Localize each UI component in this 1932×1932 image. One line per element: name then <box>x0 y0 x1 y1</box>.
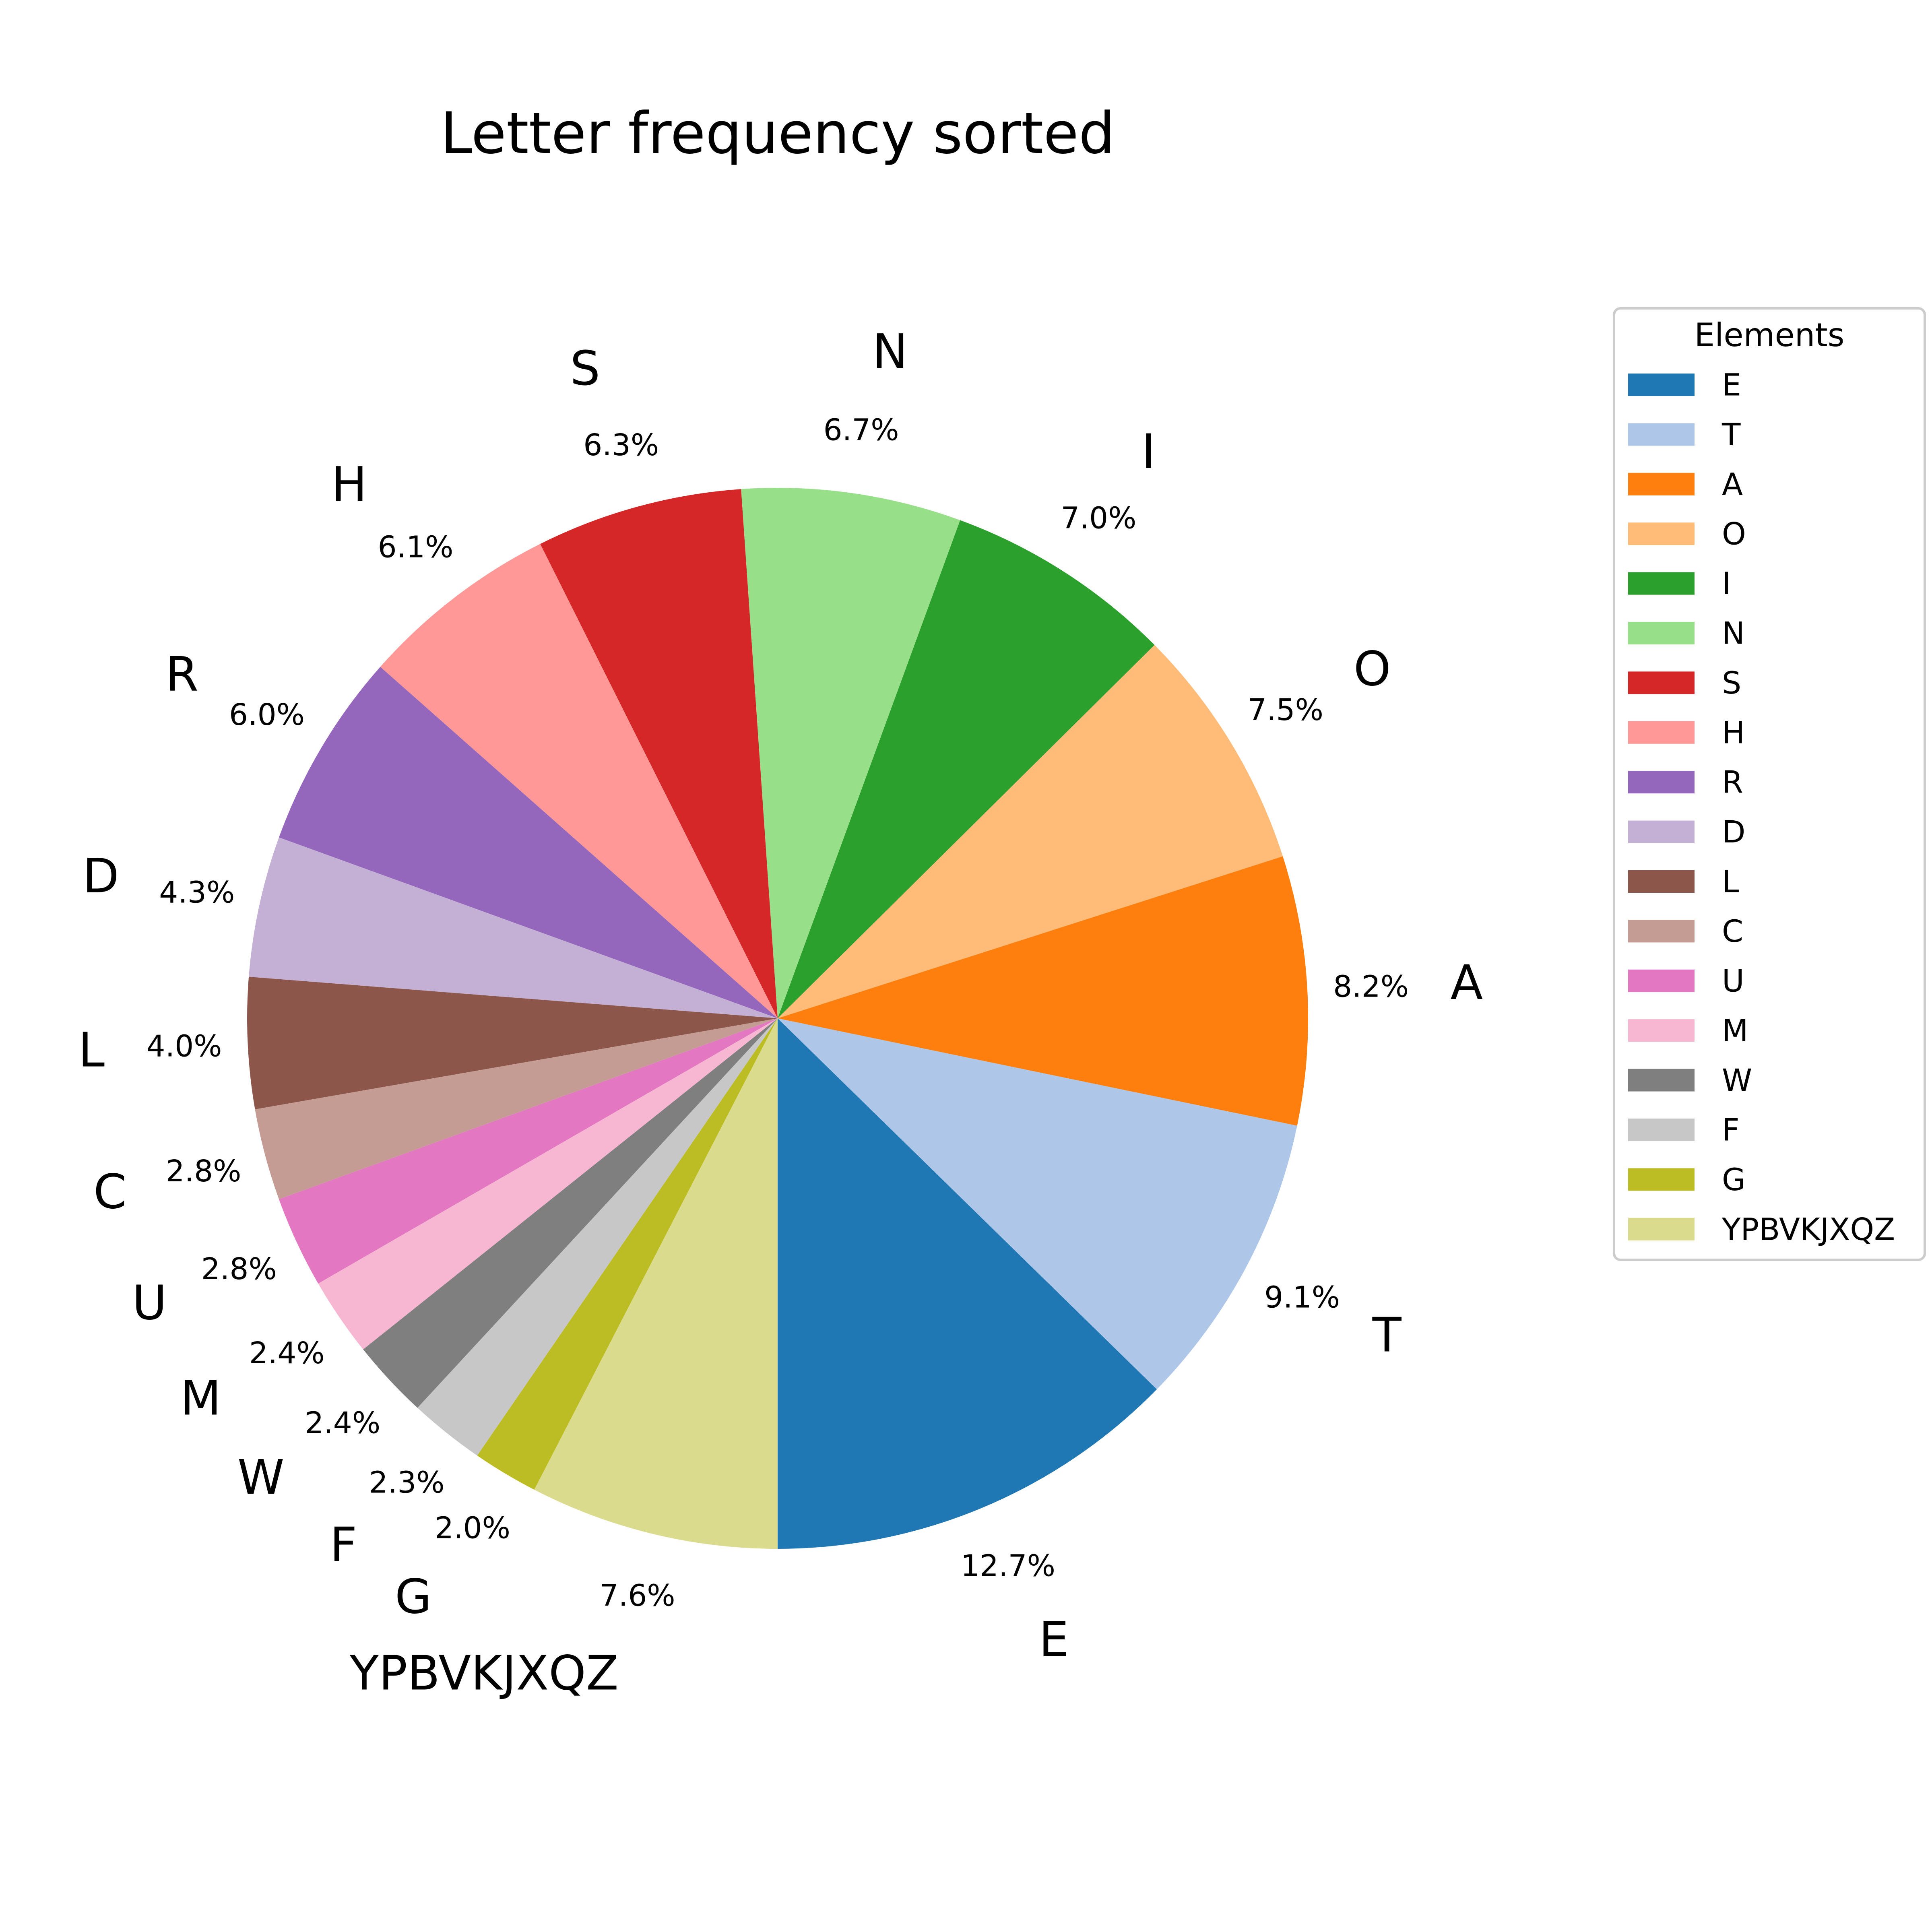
category-label-h: H <box>331 456 367 512</box>
category-label-ypbvkjxqz: YPBVKJXQZ <box>349 1645 619 1701</box>
category-label-w: W <box>237 1449 285 1505</box>
legend-label-e: E <box>1722 367 1741 403</box>
legend-swatch-d <box>1628 820 1695 843</box>
legend-swatch-m <box>1628 1019 1695 1042</box>
legend-swatch-l <box>1628 870 1695 893</box>
legend-label-i: I <box>1722 566 1731 601</box>
chart-title: Letter frequency sorted <box>440 100 1115 167</box>
legend-label-d: D <box>1722 814 1746 850</box>
pct-label-e: 12.7% <box>961 1549 1055 1583</box>
pie-slice-e <box>778 1018 1157 1549</box>
pie-slice-t <box>778 1018 1297 1389</box>
legend-swatch-g <box>1628 1168 1695 1191</box>
category-label-m: M <box>180 1371 221 1426</box>
legend-label-f: F <box>1722 1112 1740 1148</box>
legend-label-t: T <box>1721 417 1741 452</box>
pct-label-a: 8.2% <box>1333 969 1409 1004</box>
pie-slice-l <box>247 976 778 1110</box>
pct-label-f: 2.3% <box>369 1465 445 1500</box>
category-label-r: R <box>165 646 198 702</box>
legend-swatch-e <box>1628 374 1695 396</box>
category-label-e: E <box>1039 1612 1069 1667</box>
legend-swatch-ypbvkjxqz <box>1628 1218 1695 1241</box>
pie-slice-ypbvkjxqz <box>534 1018 778 1549</box>
legend-label-ypbvkjxqz: YPBVKJXQZ <box>1721 1211 1895 1247</box>
pct-label-c: 2.8% <box>166 1154 242 1189</box>
pie-slice-g <box>477 1018 778 1490</box>
legend-label-n: N <box>1722 615 1745 651</box>
pct-label-u: 2.8% <box>201 1252 277 1286</box>
pct-label-i: 7.0% <box>1061 501 1136 536</box>
legend-swatch-f <box>1628 1119 1695 1141</box>
category-label-t: T <box>1372 1307 1402 1362</box>
pie-slices <box>247 487 1308 1549</box>
legend-swatch-h <box>1628 721 1695 744</box>
legend-swatch-s <box>1628 671 1695 694</box>
legend-swatch-o <box>1628 522 1695 545</box>
category-label-s: S <box>570 341 600 396</box>
pie-slice-m <box>318 1018 778 1350</box>
category-label-l: L <box>78 1022 105 1078</box>
legend-swatch-n <box>1628 622 1695 644</box>
legend-swatch-c <box>1628 920 1695 943</box>
pct-label-h: 6.1% <box>378 530 454 565</box>
category-label-f: F <box>330 1517 357 1573</box>
pie-slice-c <box>255 1018 778 1199</box>
legend-swatch-u <box>1628 969 1695 992</box>
pie-slice-d <box>249 837 778 1018</box>
pct-label-ypbvkjxqz: 7.6% <box>600 1579 675 1613</box>
pct-label-g: 2.0% <box>435 1511 510 1546</box>
category-label-o: O <box>1354 641 1391 697</box>
pie-slice-h <box>380 544 778 1018</box>
legend-swatch-t <box>1628 423 1695 446</box>
pct-label-d: 4.3% <box>159 875 235 910</box>
legend-label-h: H <box>1722 714 1745 750</box>
pie-slice-a <box>778 856 1308 1126</box>
legend-swatch-a <box>1628 473 1695 495</box>
category-label-a: A <box>1451 955 1483 1010</box>
legend-label-w: W <box>1722 1062 1752 1098</box>
legend-label-c: C <box>1722 913 1743 949</box>
legend-label-s: S <box>1722 665 1741 701</box>
pie-slice-n <box>741 487 960 1018</box>
legend-label-u: U <box>1722 963 1744 999</box>
pct-label-s: 6.3% <box>583 428 659 462</box>
pie-slice-i <box>778 520 1155 1018</box>
pie-slice-o <box>778 645 1283 1018</box>
category-label-c: C <box>93 1164 126 1220</box>
pct-label-t: 9.1% <box>1264 1280 1340 1315</box>
percentage-labels: 12.7% 9.1% 8.2% 7.5% 7.0% 6.7% 6.3% 6.1% 6.0% 4.3… <box>147 413 1409 1613</box>
legend-title: Elements <box>1695 316 1845 354</box>
category-label-i: I <box>1141 423 1156 479</box>
pct-label-l: 4.0% <box>147 1029 222 1063</box>
legend-label-g: G <box>1722 1162 1746 1197</box>
category-label-n: N <box>872 324 908 379</box>
category-label-g: G <box>395 1569 431 1624</box>
legend-swatch-w <box>1628 1069 1695 1092</box>
pct-label-w: 2.4% <box>305 1406 380 1441</box>
category-label-d: D <box>83 848 119 904</box>
pct-label-o: 7.5% <box>1248 693 1323 727</box>
pie-slice-r <box>279 667 778 1018</box>
pct-label-r: 6.0% <box>229 698 305 732</box>
legend-label-o: O <box>1722 516 1746 552</box>
pie-slice-u <box>279 1018 778 1284</box>
pie-slice-w <box>363 1018 778 1408</box>
legend-swatch-i <box>1628 572 1695 595</box>
pct-label-n: 6.7% <box>824 413 899 448</box>
legend-label-r: R <box>1722 764 1743 800</box>
pie-slice-s <box>540 489 778 1018</box>
legend-swatch-r <box>1628 771 1695 794</box>
legend-label-l: L <box>1722 864 1739 900</box>
pie-slice-f <box>417 1018 778 1456</box>
legend-label-m: M <box>1722 1013 1748 1049</box>
pct-label-m: 2.4% <box>249 1336 325 1371</box>
legend-label-a: A <box>1722 466 1743 502</box>
category-label-u: U <box>132 1275 167 1331</box>
